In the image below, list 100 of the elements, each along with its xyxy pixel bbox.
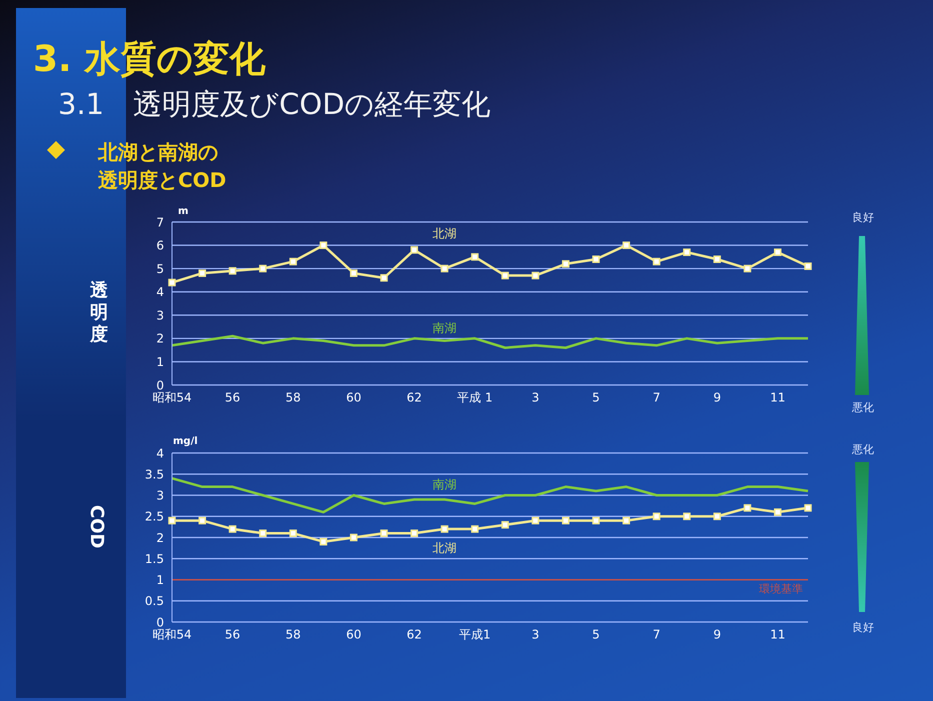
y-tick-label: 1 — [156, 354, 164, 369]
x-tick-label: 平成 1 — [457, 390, 493, 405]
x-tick-label: 60 — [346, 628, 362, 642]
x-tick-label: 58 — [286, 390, 301, 405]
point — [744, 264, 752, 272]
point — [168, 278, 176, 286]
point — [592, 516, 600, 524]
x-tick-label: 昭和54 — [152, 628, 192, 642]
point — [622, 516, 630, 524]
line-series — [170, 477, 810, 514]
series-label: 南湖 — [432, 477, 457, 492]
point — [471, 525, 479, 533]
x-tick-label: 3 — [532, 628, 540, 642]
point — [198, 269, 206, 277]
chart-subtitle: 3.1 透明度及びCODの経年変化 — [58, 86, 491, 123]
x-tick-label: 56 — [224, 628, 240, 642]
series-label: 北湖 — [432, 541, 457, 556]
point — [289, 258, 297, 266]
point — [350, 269, 358, 277]
point — [652, 258, 660, 266]
text: 北湖と南湖の透明度とCOD — [98, 139, 228, 194]
point — [774, 248, 782, 256]
text: mg/l — [173, 436, 198, 447]
x-tick-label: 11 — [770, 628, 786, 642]
point — [804, 504, 812, 512]
y-tick-label: 4 — [156, 446, 164, 460]
point — [440, 525, 448, 533]
point — [804, 262, 812, 270]
point — [320, 538, 328, 546]
point — [562, 260, 570, 268]
point — [532, 272, 540, 280]
y-tick-label: 3.5 — [144, 467, 164, 482]
point — [562, 516, 570, 524]
x-tick-label: 62 — [406, 390, 422, 405]
point — [410, 246, 418, 254]
y-tick-label: 2 — [156, 332, 164, 346]
text: 悪化 — [852, 400, 874, 415]
y-tick-label: 3 — [156, 308, 164, 322]
y-tick-label: 1 — [156, 573, 164, 588]
point — [774, 508, 782, 516]
y-tick-label: 4 — [156, 285, 164, 300]
x-tick-label: 7 — [652, 390, 660, 405]
point — [380, 274, 388, 282]
ref-line-label: 環境基準 — [759, 582, 803, 596]
x-tick-label: 11 — [770, 390, 786, 405]
x-tick-label: 58 — [286, 628, 301, 642]
point — [713, 256, 721, 264]
y-tick-label: 1.5 — [144, 552, 164, 566]
x-tick-label: 7 — [652, 628, 660, 642]
point — [320, 242, 328, 250]
point — [744, 504, 752, 512]
x-tick-label: 3 — [532, 390, 540, 405]
y-tick-label: 0 — [156, 378, 164, 392]
x-tick-label: 昭和54 — [152, 390, 192, 405]
y-axis-title: 透明度 — [88, 280, 109, 346]
text: m — [178, 206, 188, 217]
point — [168, 516, 176, 524]
point — [410, 530, 418, 538]
point — [440, 264, 448, 272]
point — [592, 256, 600, 264]
y-tick-label: 6 — [156, 238, 164, 253]
x-tick-label: 平成1 — [459, 628, 491, 642]
point — [380, 530, 388, 538]
point — [713, 512, 721, 520]
point — [683, 512, 691, 520]
series-label: 北湖 — [432, 226, 457, 241]
point — [289, 530, 297, 538]
x-tick-label: 5 — [592, 390, 600, 405]
y-tick-label: 0.5 — [144, 594, 164, 608]
y-tick-label: 3 — [156, 488, 164, 503]
point — [259, 530, 267, 538]
point — [350, 534, 358, 542]
y-tick-label: 0 — [156, 615, 164, 630]
y-axis-title: COD — [86, 505, 107, 548]
y-tick-label: 2 — [156, 530, 164, 545]
y-tick-label: 7 — [156, 215, 164, 230]
x-tick-label: 9 — [713, 390, 721, 405]
point — [198, 516, 206, 524]
text: 悪化 — [852, 442, 874, 457]
point — [501, 521, 509, 529]
series-label: 南湖 — [432, 320, 457, 335]
point — [501, 272, 509, 280]
text: 良好 — [852, 210, 874, 225]
y-tick-label: 5 — [156, 262, 164, 276]
point — [532, 516, 540, 524]
x-tick-label: 60 — [346, 390, 362, 405]
point — [652, 512, 660, 520]
line-series — [170, 334, 810, 349]
point — [259, 264, 267, 272]
x-tick-label: 9 — [713, 628, 721, 642]
point — [622, 242, 630, 250]
point — [228, 267, 236, 275]
point — [471, 253, 479, 261]
y-tick-label: 2.5 — [144, 510, 164, 524]
point — [683, 248, 691, 256]
text: 良好 — [852, 620, 874, 635]
x-tick-label: 56 — [224, 390, 240, 405]
x-tick-label: 5 — [592, 628, 600, 642]
x-tick-label: 62 — [406, 628, 422, 642]
point — [228, 525, 236, 533]
